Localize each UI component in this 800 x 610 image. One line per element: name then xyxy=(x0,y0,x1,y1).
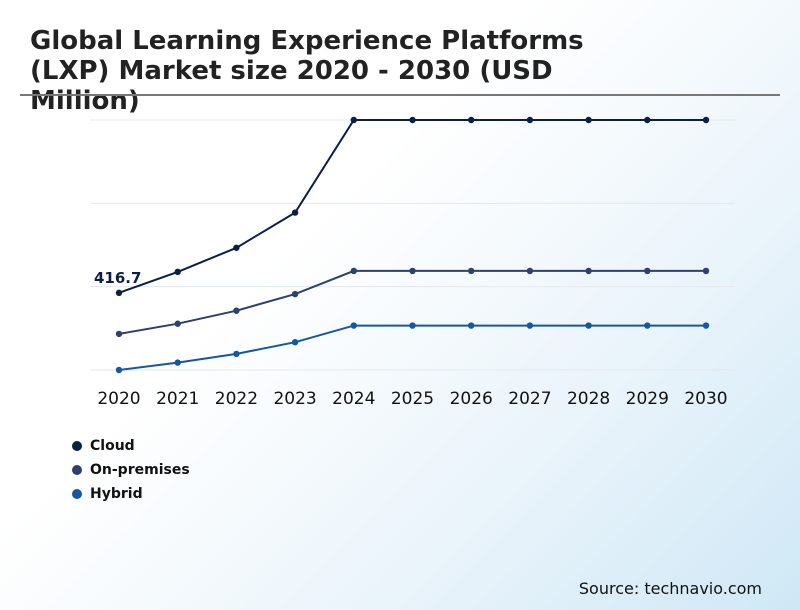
data-point-hybrid-2022 xyxy=(233,350,240,358)
legend: Cloud On-premises Hybrid xyxy=(72,434,190,506)
data-point-cloud-2022 xyxy=(233,244,240,251)
series-lines xyxy=(118,119,706,371)
data-point-on-premises-2030 xyxy=(702,267,710,275)
data-labels: 416.7 xyxy=(94,269,141,287)
data-point-hybrid-2021 xyxy=(174,359,181,366)
x-tick-label-2026: 2026 xyxy=(450,389,493,409)
data-point-hybrid-2027 xyxy=(526,322,534,329)
data-point-on-premises-2024 xyxy=(350,267,357,275)
data-point-cloud-2023 xyxy=(291,209,299,216)
data-point-on-premises-2028 xyxy=(585,267,592,275)
data-point-cloud-2020 xyxy=(115,289,123,297)
data-point-cloud-2030 xyxy=(702,116,710,124)
source-credit: Source: technavio.com xyxy=(578,579,762,598)
data-label-cloud-2020: 416.7 xyxy=(94,269,141,287)
legend-label-cloud: Cloud xyxy=(90,438,135,454)
data-point-cloud-2027 xyxy=(526,116,534,124)
data-point-on-premises-2020 xyxy=(115,330,123,338)
data-point-on-premises-2027 xyxy=(526,267,534,275)
data-point-hybrid-2020 xyxy=(115,366,123,374)
data-point-hybrid-2029 xyxy=(644,322,651,329)
legend-item-on-premises: On-premises xyxy=(72,458,190,482)
data-point-on-premises-2026 xyxy=(468,267,475,275)
x-tick-label-2029: 2029 xyxy=(626,389,669,409)
chart-title: Global Learning Experience Platforms (LX… xyxy=(30,26,584,116)
x-tick-label-2020: 2020 xyxy=(97,389,140,409)
x-tick-label-2022: 2022 xyxy=(215,389,258,409)
x-tick-label-2025: 2025 xyxy=(391,389,434,409)
data-point-cloud-2028 xyxy=(585,116,592,124)
data-point-on-premises-2022 xyxy=(233,307,240,314)
legend-marker-on-premises xyxy=(72,465,82,475)
legend-marker-cloud xyxy=(72,441,82,451)
data-point-cloud-2025 xyxy=(409,116,416,124)
x-tick-label-2027: 2027 xyxy=(508,389,551,409)
grid-lines xyxy=(90,119,735,371)
data-point-on-premises-2023 xyxy=(291,290,299,298)
legend-label-on-premises: On-premises xyxy=(90,462,190,478)
data-point-on-premises-2029 xyxy=(644,267,651,275)
legend-label-hybrid: Hybrid xyxy=(90,486,143,502)
line-chart: 416.7 2020 2021 2022 2023 2024 2025 2026 2027 20… xyxy=(90,116,735,409)
series-points xyxy=(115,116,710,374)
title-divider xyxy=(20,94,780,96)
data-point-on-premises-2025 xyxy=(409,267,416,275)
series-line-hybrid xyxy=(118,324,706,371)
data-point-cloud-2021 xyxy=(174,268,181,276)
legend-marker-hybrid xyxy=(72,489,82,499)
x-tick-label-2021: 2021 xyxy=(156,389,199,409)
x-tick-label-2030: 2030 xyxy=(684,389,727,409)
data-point-hybrid-2028 xyxy=(585,322,592,329)
data-point-hybrid-2023 xyxy=(291,339,299,346)
x-axis-tick-labels: 2020 2021 2022 2023 2024 2025 2026 2027 2028 2029… xyxy=(97,389,727,409)
data-point-cloud-2026 xyxy=(468,116,475,124)
data-point-hybrid-2030 xyxy=(702,322,710,329)
data-point-on-premises-2021 xyxy=(174,320,181,327)
data-point-hybrid-2026 xyxy=(468,322,475,329)
series-line-cloud xyxy=(118,119,706,294)
data-point-cloud-2029 xyxy=(644,116,651,124)
data-point-hybrid-2024 xyxy=(350,322,357,329)
legend-item-hybrid: Hybrid xyxy=(72,482,190,506)
x-tick-label-2028: 2028 xyxy=(567,389,610,409)
x-tick-label-2023: 2023 xyxy=(273,389,316,409)
data-point-cloud-2024 xyxy=(350,116,357,124)
data-point-hybrid-2025 xyxy=(409,322,416,329)
legend-item-cloud: Cloud xyxy=(72,434,190,458)
x-tick-label-2024: 2024 xyxy=(332,389,375,409)
